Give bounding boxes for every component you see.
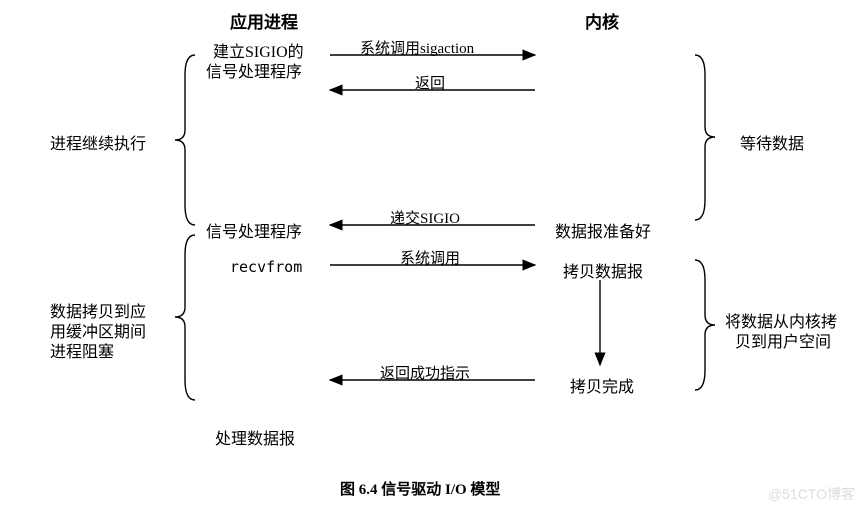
brace-right-2 xyxy=(695,260,715,390)
diagram-svg xyxy=(0,0,863,510)
brace-right-1 xyxy=(695,55,715,220)
brace-left-2 xyxy=(175,235,195,400)
brace-left-1 xyxy=(175,55,195,225)
